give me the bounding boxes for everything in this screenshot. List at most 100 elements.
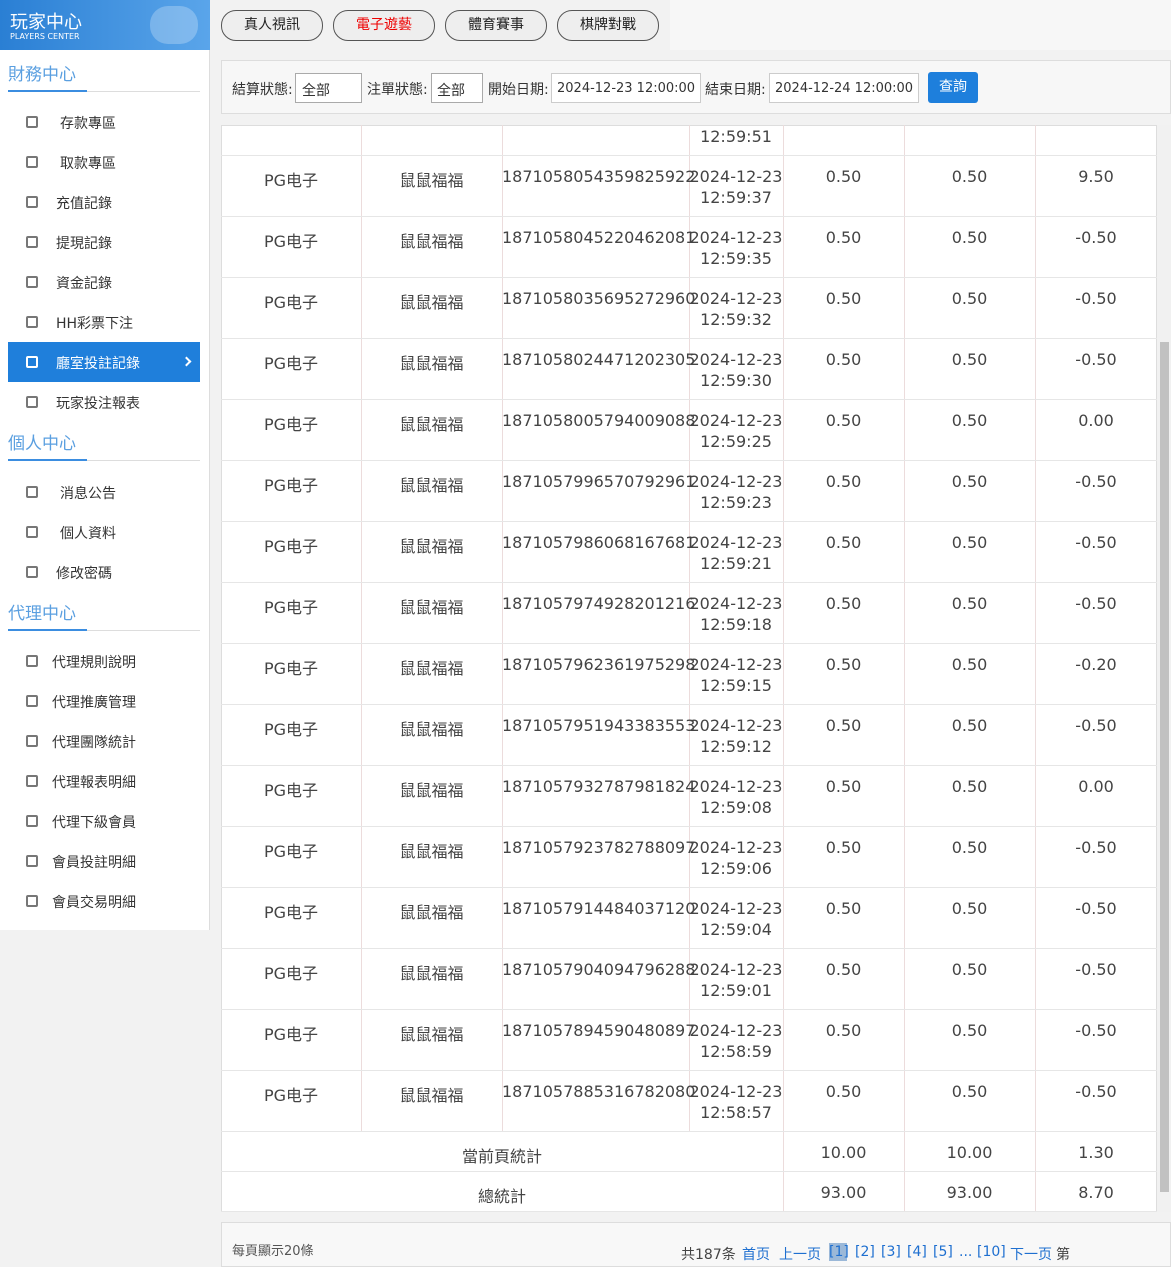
cell-text: 2024-12-23 (689, 777, 783, 796)
cell-text: 0.50 (825, 899, 862, 918)
cell-text: 9.50 (1078, 167, 1114, 186)
menu-item[interactable]: 玩家投注報表 (56, 396, 140, 412)
label: 結算狀態: (232, 82, 293, 98)
cell-border (361, 125, 362, 1131)
menu-item[interactable]: 代理下級會員 (52, 815, 136, 831)
row-border (221, 1211, 1157, 1212)
page-link[interactable]: [4] (907, 1244, 927, 1260)
cell-text: 2024-12-23 (689, 167, 783, 186)
cell-text: 2024-12-23 (689, 411, 783, 430)
cell-text: 0.50 (951, 716, 988, 735)
page-link[interactable]: [2] (855, 1244, 875, 1260)
cell-text: 0.50 (825, 411, 862, 430)
input[interactable]: 2024-12-24 12:00:00 (769, 73, 919, 103)
page-link[interactable]: 上一页 (779, 1247, 821, 1263)
menu-item[interactable]: 會員交易明細 (52, 895, 136, 911)
cell-text: 12:59:32 (700, 310, 772, 329)
menu-item[interactable]: 代理團隊統計 (52, 735, 136, 751)
cell-text: 1871057962361975298 (502, 655, 696, 674)
cell-text: 1871058045220462081 (502, 228, 696, 247)
cell-text: -0.50 (1075, 1082, 1117, 1101)
cell-text: 12:59:18 (700, 615, 772, 634)
cell-text: 0.50 (951, 350, 988, 369)
menu-icon (26, 526, 38, 538)
cell-text: 0.50 (951, 777, 988, 796)
cell-text: 2024-12-23 (689, 838, 783, 857)
row-border (221, 1070, 1157, 1071)
menu-item[interactable]: 提現記錄 (56, 236, 112, 252)
cell-text: PG电子 (263, 415, 319, 434)
cell-border (502, 125, 503, 1131)
cell-text: 0.50 (825, 1082, 862, 1101)
menu-item[interactable]: 代理推廣管理 (52, 695, 136, 711)
cell-text: PG电子 (263, 1086, 319, 1105)
menu-item[interactable]: 個人資料 (60, 526, 116, 542)
cell-text: -0.50 (1075, 228, 1117, 247)
row-border (221, 1171, 1157, 1172)
cell-text: 0.50 (951, 1082, 988, 1101)
menu-item[interactable]: 資金記錄 (56, 276, 112, 292)
menu-item[interactable]: 廳室投註記錄 (56, 356, 140, 372)
label: 結束日期: (705, 82, 766, 98)
cell-text: 0.50 (825, 228, 862, 247)
tab[interactable]: 真人視訊 (221, 10, 323, 41)
cell-text: 0.50 (825, 350, 862, 369)
summary-value: 93.00 (820, 1183, 867, 1202)
cell-text: 12:59:04 (700, 920, 772, 939)
cell-text: 2024-12-23 (689, 533, 783, 552)
page-link[interactable]: [3] (881, 1244, 901, 1260)
select[interactable]: 全部 (295, 73, 362, 103)
section-rule (8, 460, 200, 461)
summary-value: 10.00 (820, 1143, 867, 1162)
menu-icon (26, 196, 38, 208)
cell-text: 0.50 (825, 838, 862, 857)
cell-text: 2024-12-23 (689, 655, 783, 674)
section-title: 財務中心 (8, 65, 76, 85)
total-count: 共187条 (681, 1247, 736, 1263)
cell-text: PG电子 (263, 720, 319, 739)
cell-text: 0.50 (825, 594, 862, 613)
menu-item[interactable]: 會員投註明細 (52, 855, 136, 871)
cell-text: 2024-12-23 (689, 716, 783, 735)
cell-text: 2024-12-23 (689, 350, 783, 369)
cell-text: -0.50 (1075, 472, 1117, 491)
cell-text: 1871057904094796288 (502, 960, 696, 979)
select[interactable]: 全部 (431, 73, 483, 103)
menu-item[interactable]: 代理報表明細 (52, 775, 136, 791)
cell-text: 0.50 (951, 899, 988, 918)
tab[interactable]: 體育賽事 (445, 10, 547, 41)
cell-text: PG电子 (263, 964, 319, 983)
cell-text: 鼠鼠福福 (399, 171, 464, 190)
page-link[interactable]: [1] (829, 1244, 849, 1260)
cell-text: 1871058024471202305 (502, 350, 696, 369)
menu-item[interactable]: 充值記錄 (56, 196, 112, 212)
menu-item[interactable]: 存款專區 (60, 116, 116, 132)
menu-item[interactable]: 代理規則說明 (52, 655, 136, 671)
tab[interactable]: 棋牌對戰 (557, 10, 659, 41)
input[interactable]: 2024-12-23 12:00:00 (551, 73, 701, 103)
menu-item[interactable]: HH彩票下注 (56, 316, 134, 332)
cell-text: 鼠鼠福福 (399, 537, 464, 556)
tab[interactable]: 電子遊藝 (333, 10, 435, 41)
cell-text: 12:59:06 (700, 859, 772, 878)
cell-text: 0.50 (825, 960, 862, 979)
cell-text: -0.50 (1075, 899, 1117, 918)
row-border (221, 765, 1157, 766)
menu-item[interactable]: 取款專區 (60, 156, 116, 172)
menu-item[interactable]: 消息公告 (60, 486, 116, 502)
cell-text: 1871057986068167681 (502, 533, 696, 552)
menu-icon (26, 655, 38, 667)
cell-text: 12:59:25 (700, 432, 772, 451)
cell-text: 鼠鼠福福 (399, 232, 464, 251)
page-link[interactable]: [10] (977, 1244, 1006, 1260)
cell-text: 鼠鼠福福 (399, 598, 464, 617)
menu-item[interactable]: 修改密碼 (56, 566, 112, 582)
cell-text: 0.50 (951, 594, 988, 613)
page-link[interactable]: 下一页 (1010, 1247, 1052, 1263)
cell-text: 鼠鼠福福 (399, 354, 464, 373)
cell-text: -0.50 (1075, 350, 1117, 369)
page-link[interactable]: [5] (933, 1244, 953, 1260)
page-link[interactable]: 首页 (742, 1247, 770, 1263)
menu-icon (26, 486, 38, 498)
query-button[interactable]: 查詢 (928, 72, 978, 103)
